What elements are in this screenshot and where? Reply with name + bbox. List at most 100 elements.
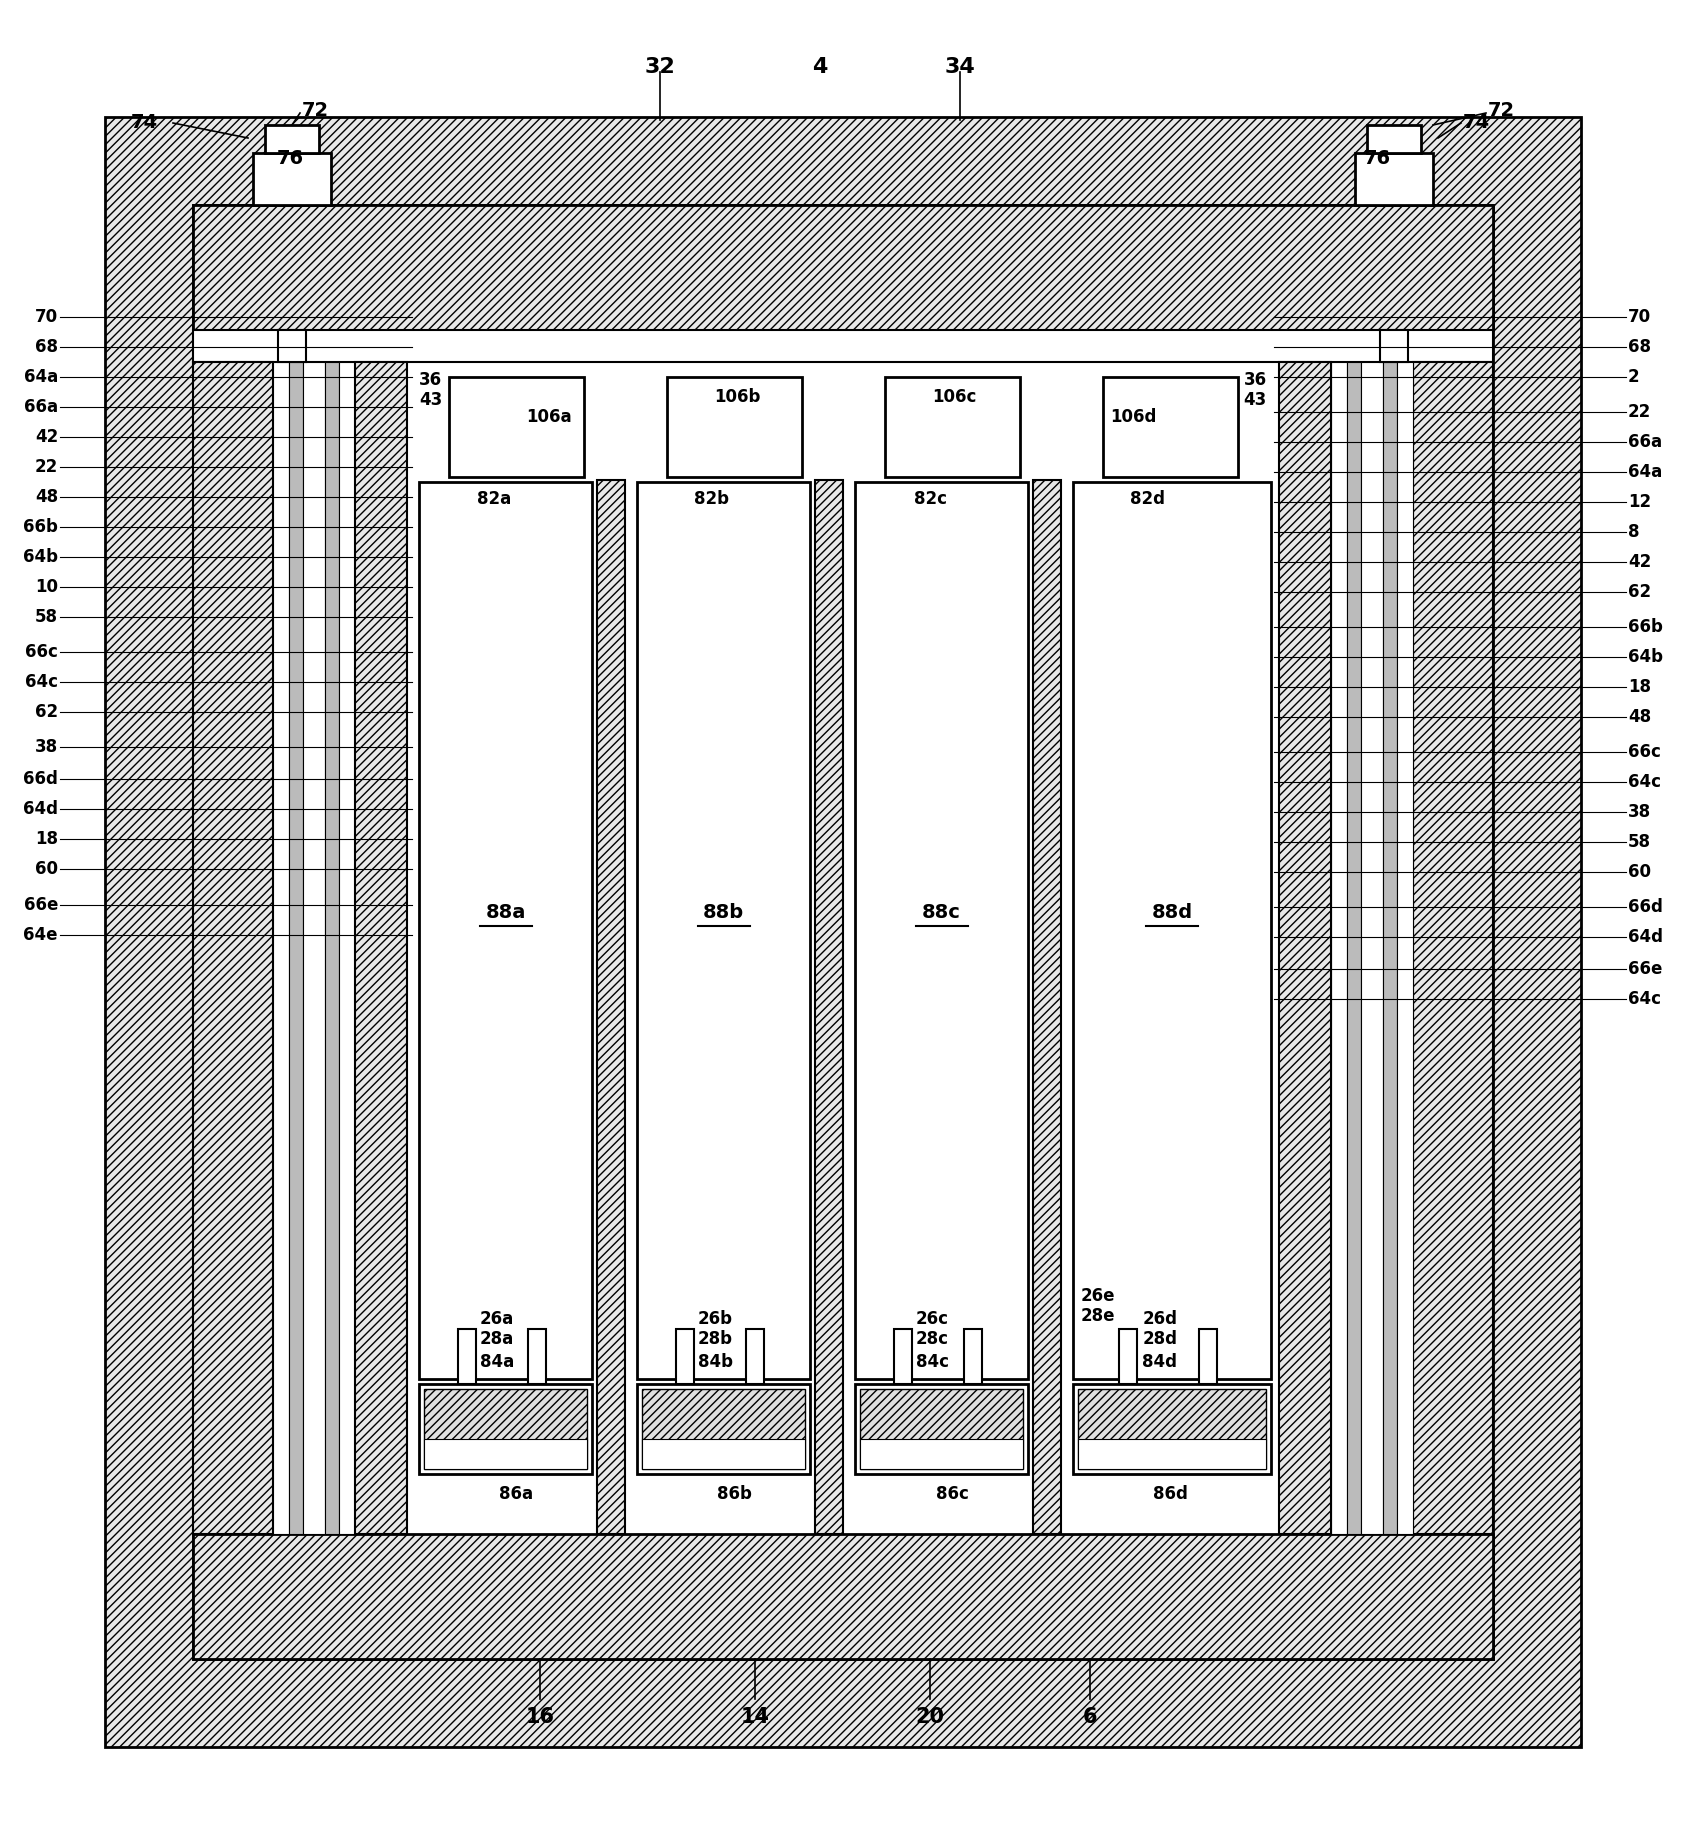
Text: 66a: 66a <box>1629 433 1662 451</box>
Bar <box>1280 362 1330 1535</box>
Text: 28d: 28d <box>1143 1330 1177 1348</box>
Bar <box>1077 1440 1266 1469</box>
Text: 22: 22 <box>35 459 57 477</box>
Bar <box>423 1389 587 1469</box>
Text: 26e: 26e <box>1081 1286 1116 1304</box>
Text: 18: 18 <box>1629 678 1651 696</box>
Text: 48: 48 <box>35 488 57 506</box>
Bar <box>637 482 809 1379</box>
Bar <box>1077 1389 1266 1469</box>
Bar <box>1103 376 1238 477</box>
Bar <box>642 1440 804 1469</box>
Bar <box>1034 481 1060 1535</box>
Bar <box>895 1328 912 1385</box>
Text: 28e: 28e <box>1081 1306 1116 1325</box>
Text: 12: 12 <box>1629 493 1651 512</box>
Bar <box>637 1385 809 1474</box>
Text: 86d: 86d <box>1153 1485 1187 1504</box>
Text: 64a: 64a <box>1629 462 1662 481</box>
Text: 64a: 64a <box>24 367 57 385</box>
Text: 42: 42 <box>35 428 57 446</box>
Bar <box>1361 362 1383 1535</box>
Bar <box>814 481 843 1535</box>
Bar <box>855 482 1028 1379</box>
Text: 64b: 64b <box>1629 649 1662 667</box>
Text: 10: 10 <box>35 577 57 596</box>
Text: 66d: 66d <box>24 769 57 787</box>
Bar <box>885 376 1020 477</box>
Text: 32: 32 <box>644 57 676 77</box>
Text: 18: 18 <box>35 829 57 848</box>
Text: 84c: 84c <box>915 1354 949 1370</box>
Text: 68: 68 <box>35 338 57 356</box>
Text: 74: 74 <box>132 113 158 133</box>
Bar <box>192 205 1494 331</box>
Bar <box>278 331 305 362</box>
Text: 66b: 66b <box>1629 618 1662 636</box>
Bar <box>1072 482 1271 1379</box>
Bar <box>273 362 288 1535</box>
Bar <box>597 481 626 1535</box>
Text: 70: 70 <box>35 309 57 325</box>
Text: 88a: 88a <box>486 903 526 923</box>
Text: 64e: 64e <box>24 926 57 945</box>
Text: 62: 62 <box>35 703 57 722</box>
Text: 42: 42 <box>1629 554 1651 572</box>
Bar <box>192 205 1494 1659</box>
Bar <box>325 362 339 1535</box>
Text: 82a: 82a <box>477 490 511 508</box>
Bar <box>1356 153 1433 205</box>
Text: 88c: 88c <box>922 903 961 923</box>
Bar <box>1120 1328 1138 1385</box>
Text: 14: 14 <box>740 1706 769 1727</box>
Text: 34: 34 <box>944 57 976 77</box>
Text: 68: 68 <box>1629 338 1651 356</box>
Text: 82c: 82c <box>914 490 948 508</box>
Text: 66e: 66e <box>1629 959 1662 977</box>
Text: 74: 74 <box>1463 113 1490 133</box>
Text: 16: 16 <box>526 1706 555 1727</box>
Text: 70: 70 <box>1629 309 1651 325</box>
Bar <box>1367 124 1421 153</box>
Bar <box>459 1328 477 1385</box>
Text: 64d: 64d <box>1629 928 1662 946</box>
Text: 60: 60 <box>35 861 57 879</box>
Text: 26c: 26c <box>915 1310 949 1328</box>
Bar <box>1383 362 1398 1535</box>
Text: 66c: 66c <box>25 643 57 661</box>
Text: 43: 43 <box>1244 391 1266 409</box>
Text: 86a: 86a <box>499 1485 533 1504</box>
Bar <box>964 1328 981 1385</box>
Text: 66b: 66b <box>24 519 57 535</box>
Text: 26b: 26b <box>698 1310 732 1328</box>
Text: 48: 48 <box>1629 709 1651 725</box>
Bar <box>860 1440 1023 1469</box>
Bar <box>1199 1328 1217 1385</box>
Text: 66c: 66c <box>1629 744 1661 762</box>
Bar <box>253 153 330 205</box>
Text: 72: 72 <box>302 102 329 121</box>
Bar <box>448 376 583 477</box>
Bar <box>860 1389 1023 1469</box>
Bar <box>666 376 801 477</box>
Text: 38: 38 <box>35 738 57 756</box>
Bar <box>855 1385 1028 1474</box>
Bar <box>1413 362 1494 1535</box>
Bar <box>423 1440 587 1469</box>
Text: 88b: 88b <box>703 903 744 923</box>
Bar <box>420 482 592 1379</box>
Text: 64c: 64c <box>1629 990 1661 1009</box>
Text: 76: 76 <box>277 148 303 168</box>
Text: 64c: 64c <box>25 672 57 691</box>
Bar <box>1072 1385 1271 1474</box>
Text: 28a: 28a <box>479 1330 514 1348</box>
Bar <box>1381 331 1408 362</box>
Bar <box>288 362 303 1535</box>
Text: 64b: 64b <box>24 548 57 566</box>
Text: 66d: 66d <box>1629 899 1662 915</box>
Text: 88d: 88d <box>1152 903 1192 923</box>
Bar <box>528 1328 546 1385</box>
Bar <box>265 124 319 153</box>
Text: 20: 20 <box>915 1706 944 1727</box>
Bar <box>192 362 273 1535</box>
